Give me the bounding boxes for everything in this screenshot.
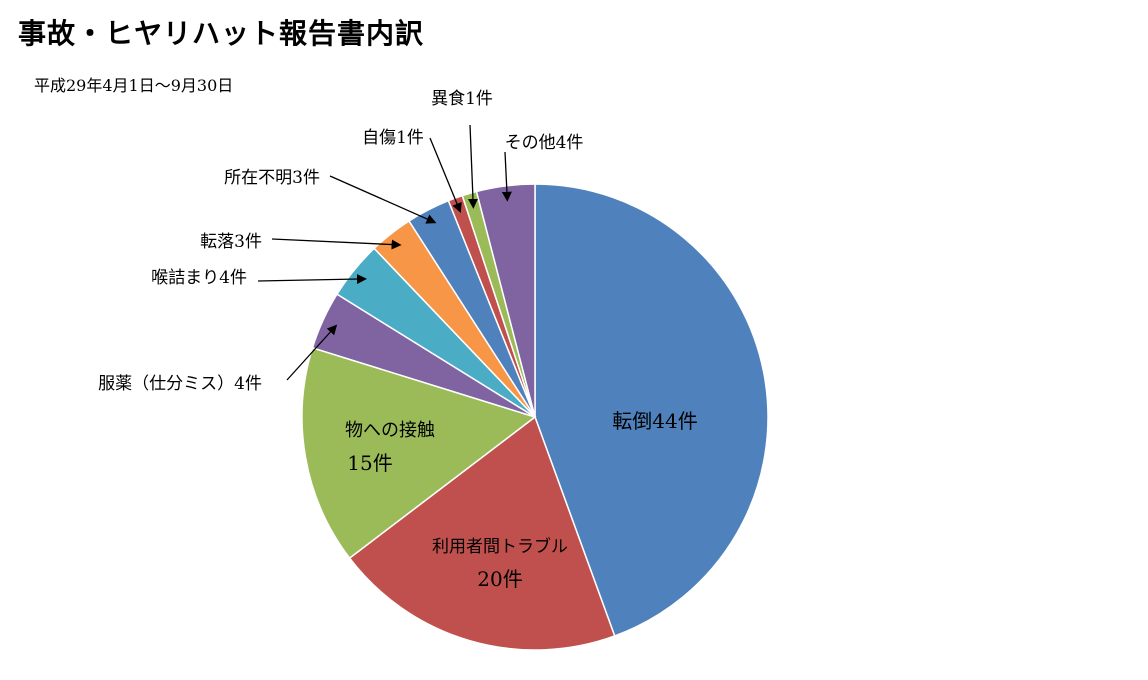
pie-label-0: 転倒44件	[612, 409, 697, 433]
pie-label-7: 自傷1件	[362, 128, 424, 148]
pie-label-2: 物への接触 15件	[345, 420, 435, 475]
pie-label-1: 利用者間トラブル 20件	[432, 536, 568, 591]
pie-slice-0	[534, 183, 769, 637]
pie-slice-9	[475, 183, 536, 418]
chart-title: 事故・ヒヤリハット報告書内訳	[18, 17, 425, 50]
leader-line-4	[257, 274, 367, 285]
leader-line-5	[271, 238, 402, 250]
pie-label-6: 所在不明3件	[224, 168, 320, 188]
pie-label-4: 喉詰まり4件	[151, 268, 247, 288]
pie-slice-2	[301, 346, 537, 560]
chart-subtitle: 平成29年4月1日～9月30日	[34, 76, 234, 95]
pie-slice-1	[348, 415, 616, 651]
leader-line-8	[467, 124, 478, 209]
pie-label-5: 転落3件	[200, 232, 262, 252]
pie-label-8: 異食1件	[431, 89, 493, 109]
pie-label-3: 服薬（仕分ミス）4件	[98, 374, 262, 394]
leader-line-7	[429, 137, 462, 214]
leader-line-6	[329, 175, 437, 224]
pie-label-9: その他4件	[505, 133, 584, 153]
leader-line-9	[501, 151, 512, 202]
leader-line-3	[286, 324, 338, 381]
